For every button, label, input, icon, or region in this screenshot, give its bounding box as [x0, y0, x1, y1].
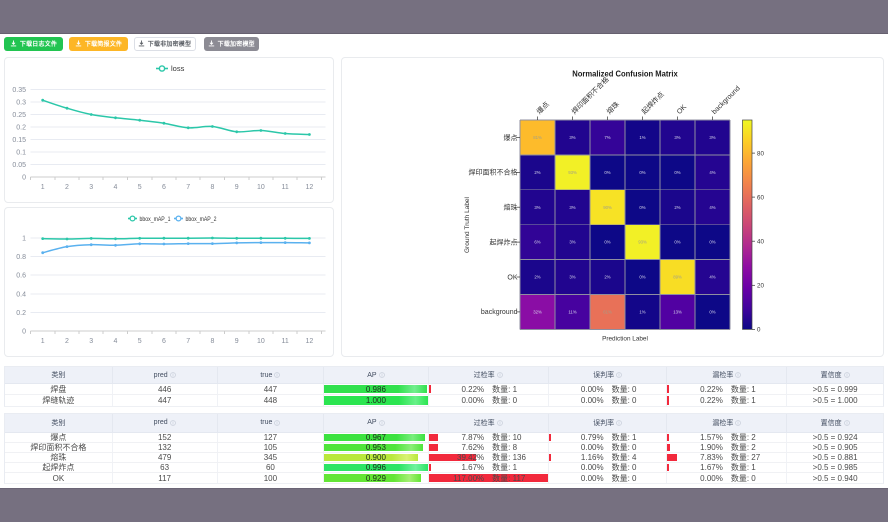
- svg-text:5: 5: [138, 184, 142, 191]
- svg-text:0%: 0%: [674, 240, 680, 245]
- svg-text:1%: 1%: [639, 310, 645, 315]
- svg-text:20: 20: [757, 283, 764, 290]
- svg-text:4%: 4%: [709, 205, 715, 210]
- svg-text:0%: 0%: [709, 240, 715, 245]
- svg-text:8: 8: [210, 184, 214, 191]
- svg-text:4: 4: [114, 184, 118, 191]
- svg-text:1: 1: [22, 236, 26, 243]
- svg-text:81%: 81%: [533, 135, 542, 140]
- svg-text:11: 11: [282, 184, 289, 191]
- svg-text:0.1: 0.1: [16, 150, 26, 157]
- svg-text:0%: 0%: [709, 310, 715, 315]
- svg-text:11: 11: [282, 338, 289, 345]
- svg-text:9: 9: [235, 184, 239, 191]
- svg-text:起焊炸点: 起焊炸点: [490, 237, 518, 246]
- svg-text:OK: OK: [676, 104, 688, 116]
- svg-text:爆点: 爆点: [535, 100, 551, 116]
- svg-text:4: 4: [114, 338, 118, 345]
- svg-text:4%: 4%: [709, 275, 715, 280]
- svg-text:7: 7: [186, 184, 190, 191]
- svg-text:0.35: 0.35: [12, 87, 26, 94]
- svg-text:0%: 0%: [639, 170, 645, 175]
- svg-text:32%: 32%: [533, 310, 542, 315]
- svg-text:93%: 93%: [638, 240, 647, 245]
- svg-text:爆点: 爆点: [504, 133, 518, 142]
- svg-text:熔珠: 熔珠: [605, 100, 621, 116]
- svg-text:0%: 0%: [604, 240, 610, 245]
- svg-text:60: 60: [757, 194, 764, 201]
- svg-text:0.2: 0.2: [16, 310, 26, 317]
- svg-text:1%: 1%: [639, 135, 645, 140]
- svg-text:0%: 0%: [604, 170, 610, 175]
- svg-text:2%: 2%: [674, 205, 680, 210]
- svg-text:0: 0: [22, 329, 26, 336]
- svg-text:3: 3: [89, 338, 93, 345]
- svg-text:4%: 4%: [709, 170, 715, 175]
- svg-text:3%: 3%: [709, 135, 715, 140]
- svg-text:熔珠: 熔珠: [504, 203, 518, 212]
- svg-text:2: 2: [65, 338, 69, 345]
- svg-text:6: 6: [162, 338, 166, 345]
- svg-text:9: 9: [235, 338, 239, 345]
- svg-text:3%: 3%: [569, 275, 575, 280]
- svg-text:3%: 3%: [674, 135, 680, 140]
- svg-text:10: 10: [257, 338, 265, 345]
- svg-text:89%: 89%: [673, 275, 682, 280]
- svg-text:0.3: 0.3: [16, 100, 26, 107]
- svg-text:焊印面积不合格: 焊印面积不合格: [570, 75, 611, 116]
- svg-text:起焊炸点: 起焊炸点: [640, 90, 666, 116]
- svg-text:loss: loss: [171, 64, 185, 73]
- svg-text:3%: 3%: [569, 135, 575, 140]
- svg-text:0.15: 0.15: [12, 137, 26, 144]
- svg-text:background: background: [711, 85, 742, 116]
- svg-text:61%: 61%: [603, 310, 612, 315]
- svg-text:0: 0: [757, 327, 761, 334]
- svg-text:background: background: [481, 309, 518, 316]
- svg-text:OK: OK: [507, 274, 517, 281]
- svg-text:6: 6: [162, 184, 166, 191]
- svg-text:1: 1: [41, 338, 45, 345]
- svg-text:焊印面积不合格: 焊印面积不合格: [469, 168, 518, 177]
- svg-text:2%: 2%: [534, 275, 540, 280]
- svg-text:10: 10: [257, 184, 265, 191]
- svg-text:12: 12: [306, 184, 314, 191]
- svg-text:0.8: 0.8: [16, 254, 26, 261]
- svg-text:3%: 3%: [569, 240, 575, 245]
- svg-text:7: 7: [186, 338, 190, 345]
- svg-text:0%: 0%: [674, 170, 680, 175]
- svg-text:90%: 90%: [603, 205, 612, 210]
- svg-text:6%: 6%: [534, 240, 540, 245]
- svg-text:3%: 3%: [534, 205, 540, 210]
- svg-text:0%: 0%: [639, 205, 645, 210]
- svg-text:bbox_mAP_1: bbox_mAP_1: [140, 216, 171, 223]
- svg-text:11%: 11%: [568, 310, 576, 315]
- svg-text:0.4: 0.4: [16, 291, 26, 298]
- svg-text:0%: 0%: [639, 275, 645, 280]
- svg-text:bbox_mAP_2: bbox_mAP_2: [186, 216, 217, 223]
- svg-text:0: 0: [22, 175, 26, 182]
- svg-text:8: 8: [210, 338, 214, 345]
- svg-text:5: 5: [138, 338, 142, 345]
- svg-text:12: 12: [306, 338, 314, 345]
- svg-text:2: 2: [65, 184, 69, 191]
- svg-text:0.25: 0.25: [12, 112, 26, 119]
- svg-text:Normalized Confusion Matrix: Normalized Confusion Matrix: [572, 69, 678, 78]
- svg-text:40: 40: [757, 239, 764, 246]
- svg-text:3: 3: [89, 184, 93, 191]
- svg-text:7%: 7%: [604, 135, 610, 140]
- svg-text:Ground Truth Label: Ground Truth Label: [464, 196, 471, 253]
- svg-text:0.2: 0.2: [16, 125, 26, 132]
- svg-text:13%: 13%: [673, 310, 682, 315]
- svg-text:93%: 93%: [568, 170, 577, 175]
- svg-text:0.05: 0.05: [12, 162, 26, 169]
- svg-text:80: 80: [757, 150, 764, 157]
- svg-text:2%: 2%: [604, 275, 610, 280]
- svg-text:2%: 2%: [534, 170, 540, 175]
- svg-text:0.6: 0.6: [16, 273, 26, 280]
- svg-text:Prediction Label: Prediction Label: [602, 336, 648, 343]
- svg-text:1: 1: [41, 184, 45, 191]
- svg-text:3%: 3%: [569, 205, 575, 210]
